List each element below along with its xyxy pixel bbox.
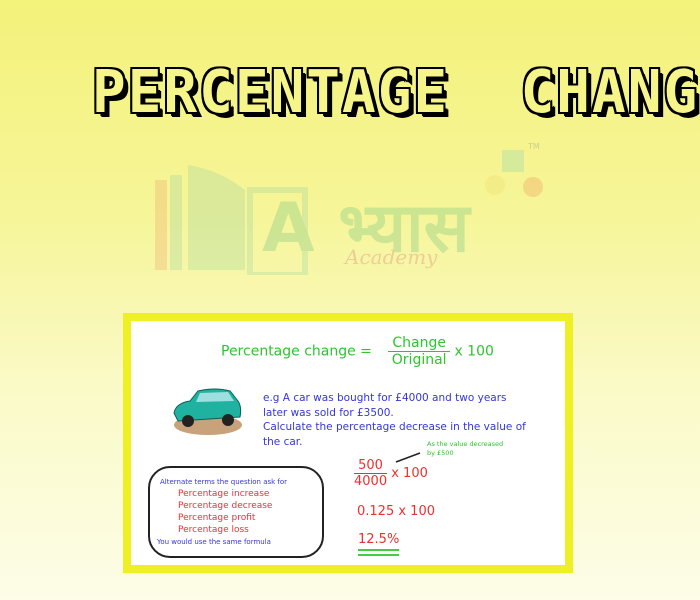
working-numerator: 500 — [354, 458, 387, 474]
formula-denominator: Original — [391, 352, 447, 368]
example-line: the car. — [263, 435, 303, 448]
alternate-term: Percentage increase — [178, 489, 270, 499]
working-denominator: 4000 — [354, 474, 388, 489]
example-text: e.g A car was bought for £4000 and two y… — [263, 391, 526, 449]
working-multiplier: x 100 — [391, 466, 428, 481]
formula-lhs: Percentage change = — [221, 343, 372, 360]
alternate-terms-box — [148, 466, 324, 558]
formula: Percentage change = Change Original x 10… — [221, 335, 494, 368]
example-line: later was sold for £3500. — [263, 406, 394, 419]
formula-fraction: Change Original — [388, 335, 450, 368]
academy-logo-watermark: A भ्यास Academy TM — [150, 142, 550, 278]
annotation: As the value decreased by £500 — [427, 440, 503, 458]
working-step2: 0.125 x 100 — [357, 504, 435, 519]
fraction: 500 4000 — [354, 458, 387, 489]
alternate-term: Percentage profit — [178, 513, 256, 523]
logo-subtext: Academy — [345, 245, 438, 269]
example-line: Calculate the percentage decrease in the… — [263, 421, 526, 433]
alternate-footer: You would use the same formula — [157, 538, 271, 546]
annotation-line: As the value decreased — [427, 440, 504, 448]
working-answer: 12.5% — [358, 532, 400, 551]
book-icon — [155, 150, 543, 278]
alternate-terms: Alternate terms the question ask for Per… — [157, 476, 288, 548]
working-fraction: 500 4000 x 100 — [354, 458, 428, 489]
page-title: PERCENTAGE CHANGE — [92, 58, 700, 127]
alternate-term: Percentage decrease — [178, 501, 273, 511]
annotation-pointer — [395, 452, 421, 463]
trademark: TM — [528, 142, 540, 151]
alternate-term: Percentage loss — [178, 525, 249, 535]
example-line: e.g A car was bought for £4000 and two y… — [263, 392, 507, 404]
alternate-header: Alternate terms the question ask for — [160, 478, 288, 486]
lesson-panel — [123, 313, 573, 573]
logo-text: A भ्यास — [262, 189, 470, 268]
car-icon — [173, 388, 242, 435]
annotation-line: by £500 — [427, 449, 454, 457]
formula-numerator: Change — [388, 335, 450, 352]
formula-multiplier: x 100 — [454, 343, 494, 360]
